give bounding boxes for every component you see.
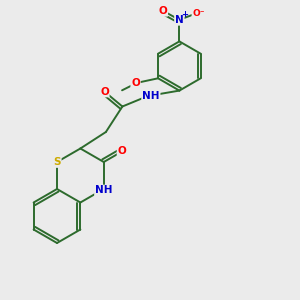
Text: NH: NH [142, 91, 160, 101]
Text: O⁻: O⁻ [192, 9, 205, 18]
Text: NH: NH [95, 185, 112, 196]
Text: O: O [118, 146, 126, 157]
Text: O: O [131, 78, 140, 88]
Text: O: O [158, 6, 167, 16]
Text: N: N [175, 15, 184, 25]
Text: O: O [100, 86, 109, 97]
Text: +: + [181, 10, 188, 19]
Text: S: S [53, 157, 61, 167]
